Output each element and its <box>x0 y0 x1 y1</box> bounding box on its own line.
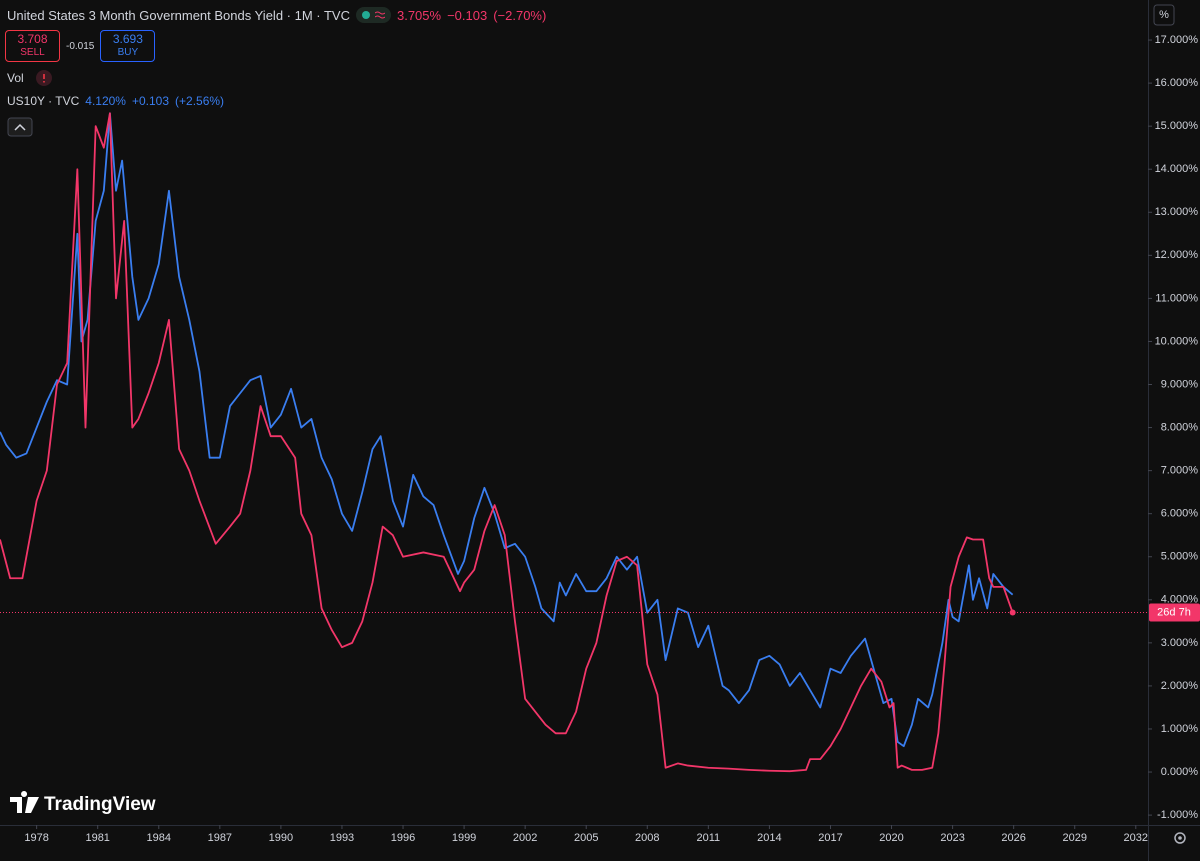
compare-name: US10Y · TVC <box>7 94 80 108</box>
warning-icon[interactable] <box>35 70 52 86</box>
series-line <box>0 112 1014 773</box>
y-tick-label: 1.000% <box>1161 723 1199 735</box>
delay-icon <box>374 11 385 19</box>
y-tick-label: 4.000% <box>1161 594 1199 606</box>
compare-quote: 4.120% <box>85 94 126 108</box>
spread: -0.015 <box>66 40 95 52</box>
price-label-bg <box>1149 603 1200 622</box>
sell-price: 3.708 <box>17 32 48 46</box>
y-tick-label: 12.000% <box>1155 249 1199 261</box>
x-tick-label: 1993 <box>330 832 354 844</box>
x-tick-label: 2023 <box>940 832 964 844</box>
sell-button[interactable]: 3.708 SELL <box>5 30 60 62</box>
settings-icon[interactable] <box>1174 832 1186 844</box>
series-line <box>0 112 1014 748</box>
y-tick-label: 8.000% <box>1161 421 1199 433</box>
market-dot <box>361 11 370 19</box>
y-tick-label: 10.000% <box>1155 335 1199 347</box>
quote: 3.705% <box>396 7 442 23</box>
y-tick-label: 7.000% <box>1161 465 1199 477</box>
y-tick-label: 5.000% <box>1161 551 1199 563</box>
logo-text: TradingView <box>44 794 156 815</box>
unit-box[interactable] <box>1153 4 1175 26</box>
x-tick-label: 1996 <box>391 832 415 844</box>
y-tick-label: 2.000% <box>1161 680 1199 692</box>
y-tick-label: 17.000% <box>1155 34 1199 46</box>
x-tick-label: 1984 <box>147 832 171 844</box>
y-tick-label: 14.000% <box>1155 163 1199 175</box>
legend-main: United States 3 Month Government Bonds Y… <box>7 6 546 24</box>
change-pct: (−2.70%) <box>493 7 547 23</box>
y-tick-label: 9.000% <box>1161 378 1199 390</box>
wave <box>374 11 385 19</box>
x-tick-label: 2020 <box>879 832 903 844</box>
y-tick-label: -1.000% <box>1157 809 1198 821</box>
y-tick-label: 0.000% <box>1161 766 1199 778</box>
x-tick-label: 2002 <box>513 832 537 844</box>
x-tick-label: 1981 <box>85 832 109 844</box>
change: −0.103 <box>447 7 488 23</box>
logo-icon <box>10 791 39 813</box>
x-tick-label: 2032 <box>1124 832 1148 844</box>
buy-price: 3.693 <box>112 32 143 46</box>
x-tick-label: 1990 <box>269 832 293 844</box>
status-pill[interactable] <box>355 7 391 23</box>
compare-change-pct: (+2.56%) <box>175 94 225 108</box>
y-tick-label: 15.000% <box>1155 120 1199 132</box>
unit-label: % <box>1159 9 1169 21</box>
buy-button[interactable]: 3.693 BUY <box>100 30 156 62</box>
y-tick-label: 16.000% <box>1155 77 1199 89</box>
x-tick-label: 2014 <box>757 832 781 844</box>
legend-compare: US10Y · TVC 4.120% +0.103 (+2.56%) <box>7 94 224 108</box>
logo: TradingView <box>10 791 156 815</box>
x-tick-label: 1999 <box>452 832 476 844</box>
x-tick-label: 1987 <box>208 832 232 844</box>
volume-legend: Vol <box>7 70 52 86</box>
compare-change: +0.103 <box>131 94 170 108</box>
y-tick-label: 13.000% <box>1155 206 1199 218</box>
gear[interactable] <box>1174 832 1186 844</box>
countdown-label: 26d 7h <box>1157 606 1191 618</box>
last-point <box>1009 609 1016 616</box>
gear-center[interactable] <box>1178 836 1182 840</box>
x-tick-label: 2005 <box>574 832 598 844</box>
y-tick-label: 11.000% <box>1155 292 1198 304</box>
vol-label: Vol <box>7 71 24 85</box>
x-tick-label: 2008 <box>635 832 659 844</box>
x-tick-label: 2026 <box>1001 832 1025 844</box>
buy-label: BUY <box>117 47 139 58</box>
dot <box>361 11 370 19</box>
x-tick-label: 2029 <box>1062 832 1086 844</box>
x-tick-label: 2011 <box>697 832 721 844</box>
y-tick-label: 6.000% <box>1161 508 1199 520</box>
collapse-button[interactable] <box>7 117 33 137</box>
x-tick-label: 2017 <box>818 832 842 844</box>
chevron <box>14 123 26 131</box>
x-tick-label: 1978 <box>24 832 48 844</box>
series-name: United States 3 Month Government Bonds Y… <box>7 7 350 23</box>
sell-label: SELL <box>20 47 45 58</box>
trade-buttons: 3.708 SELL -0.015 3.693 BUY <box>5 30 156 62</box>
y-tick-label: 3.000% <box>1161 637 1199 649</box>
